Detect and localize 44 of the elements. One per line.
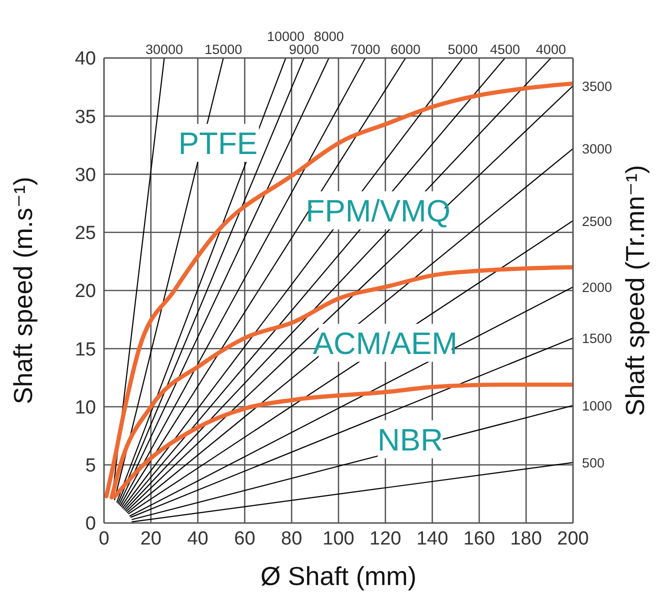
series-label: 6000: [390, 42, 421, 57]
series-label: 9000: [289, 42, 320, 57]
annotation: FPM/VMQ: [306, 193, 450, 228]
annotation: ACM/AEM: [312, 326, 458, 361]
y-axis-title: Shaft speed (m.s⁻¹): [8, 176, 38, 404]
series-label: 30000: [145, 42, 184, 57]
x-tick-label: 100: [322, 528, 354, 550]
x-tick-label: 120: [370, 528, 402, 550]
series-label: 10000: [266, 29, 305, 44]
y-tick-label: 0: [85, 514, 96, 535]
series-label: 500: [582, 456, 605, 471]
x-tick-label: 180: [510, 528, 542, 550]
x-tick-label: 40: [187, 528, 208, 550]
series-label: 1500: [582, 331, 612, 346]
x-tick-label: 200: [557, 528, 589, 550]
annotation: PTFE: [178, 126, 258, 161]
series-label: 15000: [204, 42, 242, 57]
y-tick-label: 15: [74, 339, 96, 360]
y-tick-label: 30: [74, 164, 96, 186]
x-axis-title: Ø Shaft (mm): [260, 561, 417, 591]
series-label: 7000: [350, 42, 380, 57]
x-tick-label: 160: [463, 528, 496, 550]
series-label: 2500: [582, 214, 612, 229]
x-tick-label: 140: [416, 528, 448, 550]
annotation: NBR: [378, 422, 443, 458]
series-label: 3000: [582, 142, 612, 157]
x-tick-label: 80: [281, 528, 302, 550]
series-label: 2000: [582, 280, 612, 296]
x-tick-label: 20: [140, 528, 162, 550]
x-tick-label: 0: [98, 528, 110, 550]
series-label: 1000: [582, 398, 612, 414]
y-tick-label: 35: [74, 106, 96, 128]
y-tick-label: 20: [74, 281, 96, 302]
y-tick-label: 25: [74, 223, 96, 244]
y-tick-label: 5: [85, 456, 96, 477]
series-label: 4000: [536, 42, 566, 57]
y-tick-label: 40: [74, 48, 96, 70]
x-tick-label: 60: [234, 528, 256, 550]
series-label: 8000: [314, 29, 344, 44]
series-label: 5000: [448, 42, 478, 57]
series-label: 3500: [582, 78, 612, 94]
y-tick-label: 10: [74, 397, 96, 418]
series-label: 4500: [490, 42, 520, 57]
y2-axis-title: Shaft speed (Tr.mn⁻¹): [620, 164, 650, 416]
